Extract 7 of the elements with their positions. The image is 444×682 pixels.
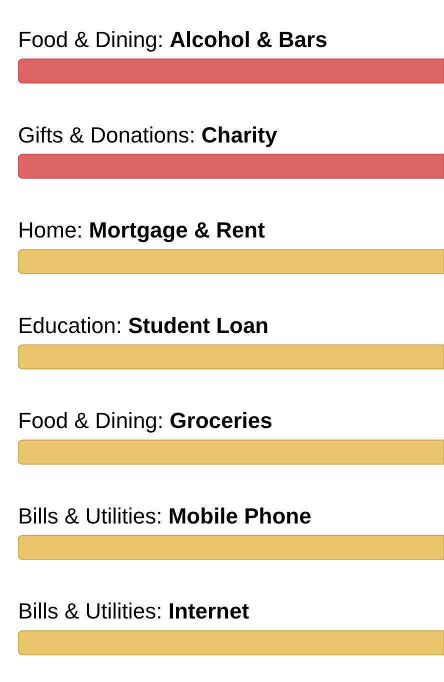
y-tick-label: Food & Dining: Alcohol & Bars (18, 27, 328, 52)
y-tick-label: Bills & Utilities: Mobile Phone (18, 503, 312, 528)
y-tick-label: Home: Mortgage & Rent (18, 218, 266, 243)
y-tick-label: Education: Student Loan (18, 312, 269, 338)
y-tick-label: Food & Dining: Groceries (18, 408, 272, 434)
y-tick-label: Gifts & Donations: Charity (18, 122, 278, 148)
y-tick-label: Bills & Utilities: Internet (18, 598, 250, 624)
